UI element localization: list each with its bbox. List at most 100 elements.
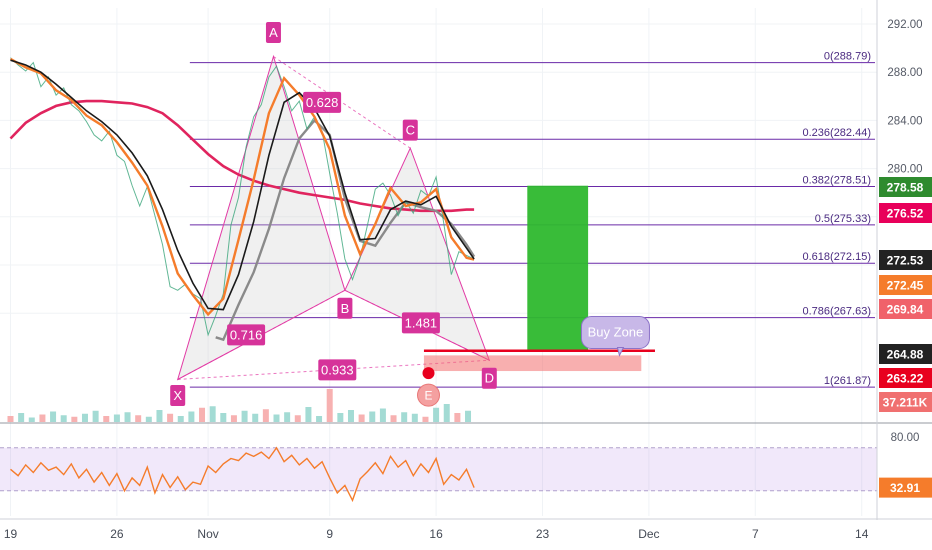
- fib-level-label: 0.786(267.63): [803, 306, 872, 318]
- volume-bar: [337, 413, 344, 422]
- ma-gray-line: [215, 118, 476, 342]
- ratio-label-text: 1.481: [405, 315, 438, 330]
- volume-bar: [443, 404, 450, 422]
- volume-bar: [305, 407, 312, 422]
- volume-bar: [145, 416, 152, 422]
- price-tag: [879, 250, 932, 270]
- grid: [0, 8, 877, 516]
- price-tag-label: 269.84: [887, 303, 924, 317]
- fib-level-label: 0.5(275.33): [815, 213, 871, 225]
- pattern-labels[interactable]: X A B C D 0.628 0.716 1.481 0.933 E: [170, 22, 497, 407]
- volume-bar: [422, 416, 429, 422]
- rsi-band: [0, 447, 877, 491]
- pattern-point-c-text: C: [406, 123, 415, 138]
- price-tag-label: 263.22: [887, 372, 924, 386]
- pattern-point-b-box[interactable]: [337, 297, 353, 319]
- volume-bar: [135, 415, 142, 422]
- time-tick-label: 14: [855, 527, 869, 541]
- price-tick-label: 292.00: [887, 19, 922, 31]
- ma-crimson-line: [9, 99, 475, 213]
- volume-bar: [39, 414, 46, 422]
- price-tag-label: 37.211K: [883, 396, 928, 410]
- volume-bar: [284, 412, 291, 422]
- event-marker[interactable]: [417, 383, 440, 407]
- volume-bar: [60, 415, 67, 422]
- pattern-point-x-box[interactable]: [170, 384, 186, 406]
- time-tick-label: 7: [752, 527, 759, 541]
- price-line: [10, 57, 475, 337]
- event-marker-label: E: [424, 389, 432, 403]
- price-tag: [879, 299, 932, 319]
- ratio-label-text: 0.628: [306, 95, 339, 110]
- buy-zone-callout[interactable]: [580, 315, 650, 349]
- ratio-label-box[interactable]: [227, 324, 266, 346]
- volume-bar: [433, 407, 440, 422]
- price-tag: [879, 344, 932, 364]
- price-tag-label: 276.52: [887, 207, 924, 221]
- alarm-icon[interactable]: [422, 367, 435, 380]
- rsi-value-tag-label: 32.91: [890, 481, 920, 495]
- price-series: [9, 57, 476, 342]
- rsi-tick-label: 80.00: [891, 432, 920, 444]
- price-tag-label: 278.58: [887, 181, 924, 195]
- volume-bar: [103, 416, 110, 422]
- pattern-point-d-box[interactable]: [481, 367, 497, 389]
- volume-bar: [390, 415, 397, 422]
- volume-bar: [50, 411, 57, 422]
- long-position[interactable]: Buy Zone: [423, 185, 655, 372]
- fib-level-label: 0.236(282.44): [803, 127, 872, 139]
- price-tick-label: 288.00: [887, 67, 922, 79]
- pattern-point-b-text: B: [341, 301, 350, 316]
- buy-zone-callout-text: Buy Zone: [588, 324, 644, 339]
- ratio-label-box[interactable]: [318, 359, 357, 381]
- volume-bar: [316, 416, 323, 422]
- rsi-panel: [0, 422, 932, 503]
- time-tick-label: 16: [429, 527, 443, 541]
- volume-bar: [7, 416, 14, 422]
- volume-bar: [241, 410, 248, 422]
- ratio-label-box[interactable]: [303, 91, 342, 113]
- price-tag: [879, 203, 932, 223]
- volume-bar: [81, 413, 88, 422]
- price-tag: [879, 368, 932, 388]
- price-tag-label: 264.88: [887, 348, 924, 362]
- price-tick-label: 284.00: [887, 115, 922, 127]
- buy-zone-rect[interactable]: [423, 355, 642, 372]
- pattern-point-d-text: D: [485, 371, 494, 386]
- volume-bar: [401, 412, 408, 422]
- volume-bar: [71, 416, 78, 422]
- time-tick-label: Dec: [638, 527, 659, 541]
- time-tick-label: 26: [110, 527, 124, 541]
- price-tag: [879, 177, 932, 197]
- ratio-label-box[interactable]: [401, 312, 440, 334]
- time-tick-label: 9: [326, 527, 333, 541]
- rsi-value-tag: [879, 477, 932, 498]
- volume-bar: [411, 413, 418, 422]
- price-tag-label: 272.53: [887, 254, 924, 268]
- pattern-point-c-box[interactable]: [402, 119, 418, 141]
- volume-bar: [92, 410, 99, 422]
- volume-bar: [369, 411, 376, 422]
- price-tag: [879, 275, 932, 295]
- volume-bar: [465, 410, 472, 422]
- volume-bars: [7, 389, 472, 422]
- volume-bar: [199, 407, 206, 422]
- volume-bar: [273, 414, 280, 422]
- pattern-point-x-text: X: [173, 388, 182, 403]
- price-tag: [879, 392, 932, 412]
- volume-bar: [252, 413, 259, 422]
- volume-bar: [18, 413, 25, 422]
- volume-bar: [209, 406, 216, 422]
- target-zone-rect[interactable]: [527, 185, 589, 351]
- volume-bar: [220, 413, 227, 422]
- volume-bar: [113, 414, 120, 422]
- ratio-label-text: 0.716: [230, 327, 263, 342]
- pattern-point-a-box[interactable]: [265, 22, 281, 44]
- ma-black-line: [10, 59, 475, 311]
- time-tick-label: 19: [4, 527, 18, 541]
- volume-bar: [379, 408, 386, 422]
- volume-bar: [167, 413, 174, 422]
- fib-level-label: 0.618(272.15): [803, 251, 872, 263]
